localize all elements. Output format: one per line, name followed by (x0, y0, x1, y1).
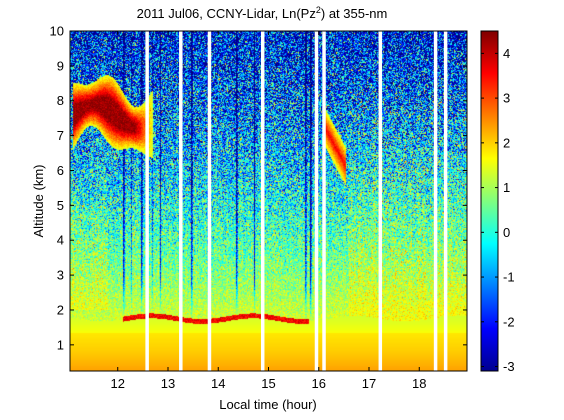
data-gap-2 (207, 31, 212, 371)
data-gap-8 (443, 31, 448, 371)
x-tick-label: 16 (312, 376, 326, 391)
x-tick-label: 14 (211, 376, 225, 391)
colorbar-tick-label: -1 (503, 270, 515, 285)
x-tick-label: 17 (362, 376, 376, 391)
data-gap-3 (260, 31, 265, 371)
data-gap-1 (179, 31, 183, 371)
colorbar-tick-label: 2 (503, 135, 510, 150)
y-tick-label: 1 (57, 337, 64, 352)
colorbar-axis: -3 -2 -1 0 1 2 3 4 (481, 46, 515, 374)
x-tick-label: 13 (161, 376, 175, 391)
colorbar-tick-label: 1 (503, 180, 510, 195)
heatmap-image (70, 31, 467, 371)
data-gap-7 (433, 31, 438, 371)
chart-title: 2011 Jul06, CCNY-Lidar, Ln(Pz2) at 355-n… (137, 5, 388, 21)
y-tick-label: 2 (57, 302, 64, 317)
y-tick-label: 9 (57, 58, 64, 73)
colorbar-tick-label: 0 (503, 225, 510, 240)
x-tick-label: 18 (412, 376, 426, 391)
colorbar-tick-label: -2 (503, 314, 515, 329)
x-tick-label: 15 (261, 376, 275, 391)
y-tick-label: 10 (50, 24, 64, 39)
y-tick-label: 4 (57, 233, 64, 248)
y-axis-label: Altitude (km) (31, 165, 46, 238)
colorbar-tick-label: 3 (503, 91, 510, 106)
x-axis: 12 13 14 15 16 17 18 (111, 31, 426, 391)
data-gap-5 (322, 31, 326, 371)
y-tick-label: 5 (57, 198, 64, 213)
y-tick-label: 6 (57, 163, 64, 178)
x-axis-label: Local time (hour) (219, 397, 317, 412)
y-tick-label: 8 (57, 93, 64, 108)
data-gap-6 (378, 31, 383, 371)
data-gaps (145, 31, 448, 371)
data-gap-0 (145, 31, 149, 371)
y-tick-label: 7 (57, 128, 64, 143)
x-tick-label: 12 (111, 376, 125, 391)
data-gap-4 (314, 31, 319, 371)
colorbar-tick-label: -3 (503, 359, 515, 374)
colorbar (480, 30, 499, 372)
colorbar-tick-label: 4 (503, 46, 510, 61)
y-axis: 1 2 3 4 5 6 7 8 9 10 (50, 24, 467, 352)
y-tick-label: 3 (57, 268, 64, 283)
